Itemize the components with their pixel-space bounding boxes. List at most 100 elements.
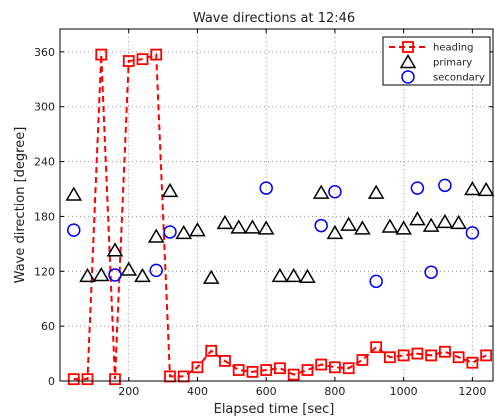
data-point-primary xyxy=(65,186,83,201)
data-point-heading xyxy=(274,362,286,375)
data-point-heading xyxy=(81,373,94,386)
data-point-primary xyxy=(367,184,385,199)
series-secondary xyxy=(66,178,480,289)
data-point-heading xyxy=(150,48,163,61)
legend-marker-primary xyxy=(399,54,417,69)
data-point-secondary xyxy=(410,181,425,195)
legend: heading primary secondary xyxy=(382,36,491,86)
data-point-primary xyxy=(161,182,179,198)
data-point-heading xyxy=(219,354,231,367)
data-point-primary xyxy=(299,268,316,284)
data-point-primary xyxy=(395,220,412,235)
data-point-secondary xyxy=(108,268,122,282)
data-point-primary xyxy=(340,216,357,231)
data-point-primary xyxy=(312,184,330,199)
y-tick-label: 60 xyxy=(41,320,55,333)
axis-ticks: 200 400 600 800 1000 1200 0 60 120 180 240 300 360 xyxy=(34,29,493,398)
x-tick-label: 200 xyxy=(118,385,139,398)
data-point-primary xyxy=(354,220,371,235)
data-point-heading xyxy=(370,341,383,354)
data-point-primary xyxy=(79,267,96,283)
data-point-heading xyxy=(246,365,259,378)
data-point-heading xyxy=(384,351,396,364)
x-axis-label: Elapsed time [sec] xyxy=(214,402,335,417)
y-tick-label: 180 xyxy=(34,210,55,223)
series-line-heading xyxy=(73,53,487,381)
x-tick-label: 600 xyxy=(256,385,277,398)
data-point-primary xyxy=(271,267,289,283)
data-point-heading xyxy=(136,53,149,66)
data-point-primary xyxy=(92,266,110,282)
data-point-primary xyxy=(244,219,261,234)
data-point-heading xyxy=(425,349,438,362)
data-point-primary xyxy=(464,181,481,196)
y-tick-label: 300 xyxy=(34,101,55,114)
y-axis-label: Wave direction [degree] xyxy=(13,127,28,284)
legend-label-heading: heading xyxy=(433,43,473,54)
legend-marker-secondary xyxy=(401,70,415,84)
data-point-heading xyxy=(329,361,341,374)
data-point-heading xyxy=(466,356,479,369)
y-tick-label: 0 xyxy=(48,375,55,388)
data-point-secondary xyxy=(163,225,177,239)
data-point-primary xyxy=(202,269,220,284)
data-point-heading xyxy=(438,345,451,358)
plot-area xyxy=(60,29,493,381)
data-point-primary xyxy=(409,211,426,226)
data-point-primary xyxy=(134,267,151,283)
data-point-primary xyxy=(175,224,193,240)
data-point-heading xyxy=(260,364,273,376)
data-point-heading xyxy=(191,361,204,374)
data-point-secondary xyxy=(66,223,81,237)
data-point-primary xyxy=(230,219,248,234)
data-point-primary xyxy=(450,214,467,230)
data-point-heading xyxy=(452,351,465,364)
x-tick-label: 800 xyxy=(324,385,345,398)
data-series xyxy=(65,48,495,386)
x-tick-label: 1200 xyxy=(458,385,486,398)
data-point-primary xyxy=(285,267,302,283)
data-point-primary xyxy=(257,220,275,235)
data-point-heading xyxy=(122,55,135,67)
data-point-primary xyxy=(189,222,206,237)
data-point-secondary xyxy=(328,184,342,199)
data-point-secondary xyxy=(424,265,438,279)
data-point-primary xyxy=(147,228,165,243)
data-point-heading xyxy=(67,373,80,386)
y-tick-label: 240 xyxy=(34,156,55,169)
data-point-secondary xyxy=(149,263,163,278)
data-point-secondary xyxy=(259,181,273,195)
chart-title: Wave directions at 12:46 xyxy=(193,11,355,26)
data-point-secondary xyxy=(314,218,328,233)
y-tick-label: 120 xyxy=(34,265,55,278)
x-tick-label: 400 xyxy=(187,385,208,398)
data-point-secondary xyxy=(369,274,383,289)
data-point-heading xyxy=(356,354,369,366)
legend-box xyxy=(382,36,491,86)
data-point-secondary xyxy=(465,226,480,240)
data-point-heading xyxy=(287,368,300,381)
legend-label-primary: primary xyxy=(433,58,472,69)
data-point-primary xyxy=(120,261,138,276)
plot-frame xyxy=(59,28,494,382)
data-point-heading xyxy=(315,358,328,371)
data-point-heading xyxy=(109,373,121,386)
data-point-primary xyxy=(326,224,344,240)
data-point-heading xyxy=(397,349,410,362)
data-point-primary xyxy=(422,217,440,232)
legend-label-secondary: secondary xyxy=(433,73,485,84)
legend-marker-heading xyxy=(402,41,414,53)
data-point-heading xyxy=(95,48,108,61)
data-point-primary xyxy=(477,181,495,197)
data-point-heading xyxy=(480,349,493,362)
data-point-primary xyxy=(436,213,454,229)
data-point-heading xyxy=(411,347,424,360)
data-point-secondary xyxy=(438,178,452,193)
data-point-primary xyxy=(216,214,234,230)
data-point-primary xyxy=(106,242,124,257)
series-primary xyxy=(65,181,495,284)
data-point-heading xyxy=(205,344,218,357)
data-point-heading xyxy=(342,362,355,375)
x-tick-label: 1000 xyxy=(390,385,418,398)
